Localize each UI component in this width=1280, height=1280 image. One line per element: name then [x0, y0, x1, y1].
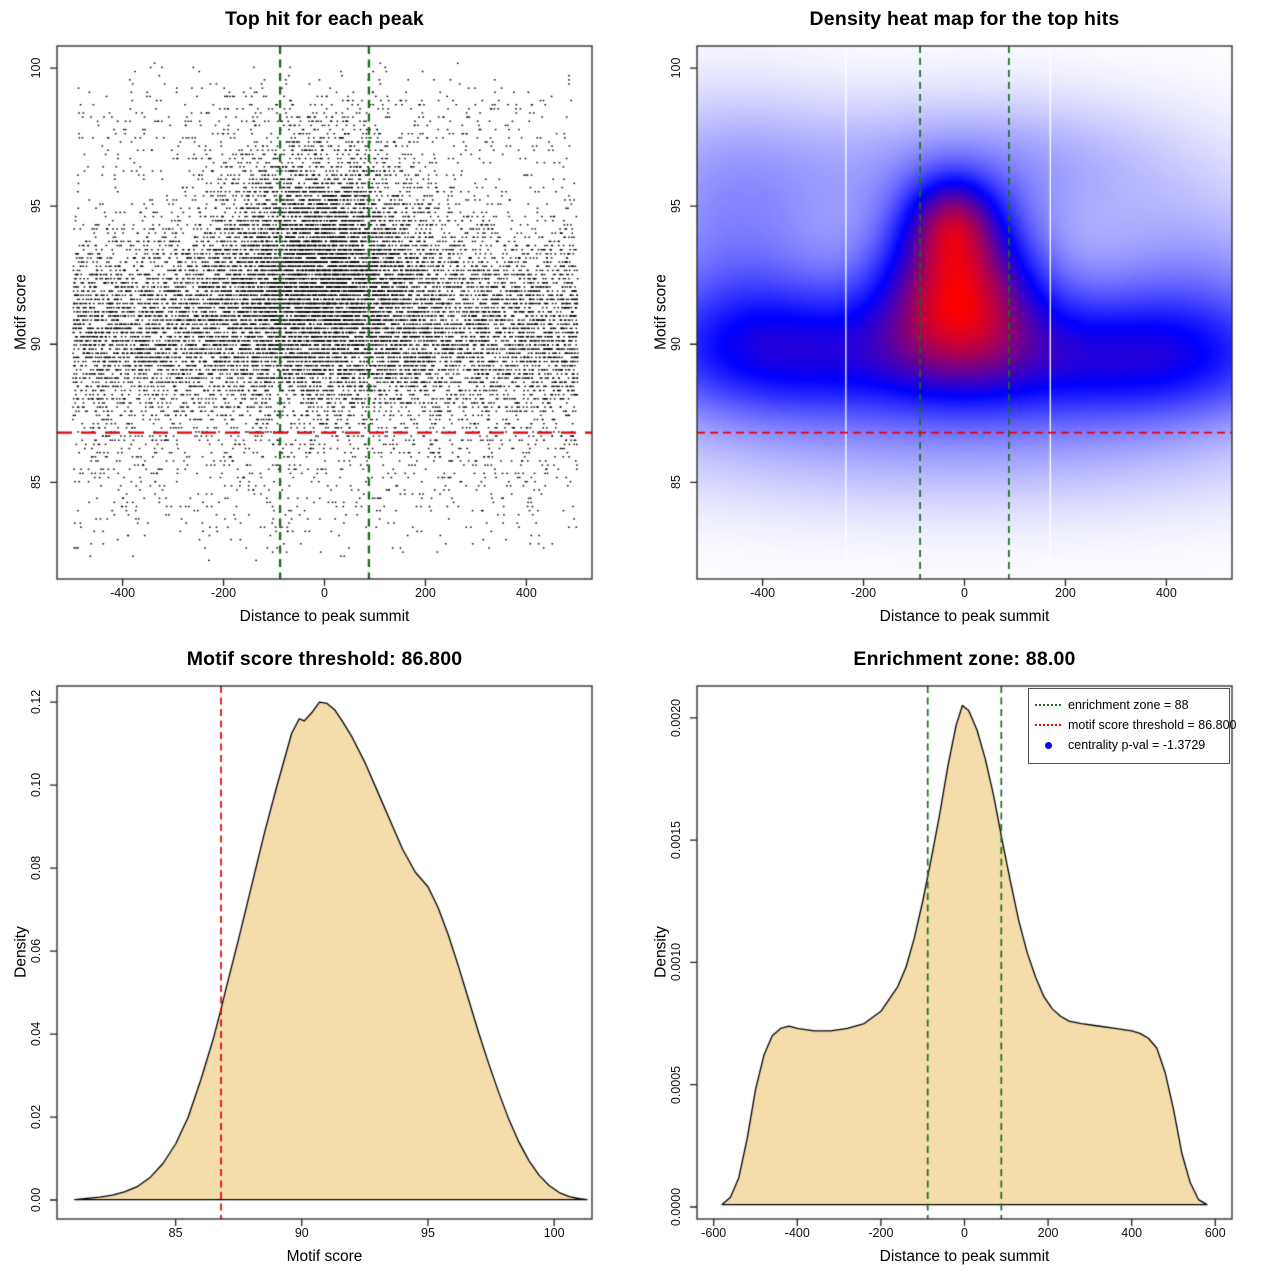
legend-label: centrality p-val = -1.3729 — [1068, 738, 1206, 752]
y-tick-label: 0.10 — [29, 772, 43, 798]
x-tick-label: 200 — [415, 586, 436, 600]
x-tick-label: 100 — [543, 1226, 565, 1240]
chart-title: Enrichment zone: 88.00 — [853, 648, 1076, 670]
y-tick-label: 90 — [669, 337, 683, 352]
y-tick-label: 0.12 — [29, 690, 43, 715]
legend-label: motif score threshold = 86.800 — [1068, 718, 1237, 732]
panel-density-heatmap: Density heat map for the top hits Distan… — [640, 0, 1280, 640]
y-tick-label: 0.0000 — [669, 1187, 683, 1227]
x-tick-label: 600 — [1204, 1226, 1226, 1240]
x-tick-label: 90 — [294, 1226, 309, 1240]
centrality-dot-swatch — [1035, 741, 1061, 749]
x-tick-label: -200 — [211, 586, 237, 600]
x-axis-label: Distance to peak summit — [239, 608, 410, 625]
y-tick-label: 0.06 — [29, 938, 43, 964]
heatmap-canvas — [640, 0, 1280, 640]
x-tick-label: -200 — [851, 586, 877, 600]
legend-box: enrichment zone = 88 motif score thresho… — [1028, 688, 1237, 764]
x-tick-label: 0 — [961, 1226, 968, 1240]
y-axis-label: Motif score — [12, 274, 30, 350]
x-axis-label: Distance to peak summit — [879, 608, 1050, 625]
y-tick-label: 90 — [29, 337, 43, 352]
x-tick-label: 85 — [168, 1226, 183, 1240]
chart-title: Top hit for each peak — [225, 8, 424, 30]
threshold-line-swatch — [1035, 724, 1061, 726]
y-tick-label: 95 — [29, 199, 43, 214]
x-axis-label: Distance to peak summit — [879, 1248, 1050, 1265]
legend-item: centrality p-val = -1.3729 — [1035, 735, 1223, 755]
y-axis-label: Motif score — [652, 274, 670, 350]
panel-score-density: Motif score threshold: 86.800 Motif scor… — [0, 640, 640, 1280]
y-tick-label: 100 — [29, 57, 43, 79]
x-tick-label: 0 — [961, 586, 968, 600]
legend-item: enrichment zone = 88 — [1035, 695, 1223, 715]
y-tick-label: 95 — [669, 199, 683, 214]
chart-title: Density heat map for the top hits — [809, 8, 1120, 30]
x-tick-label: -600 — [701, 1226, 727, 1240]
x-tick-label: 400 — [1155, 586, 1177, 600]
x-tick-label: 200 — [1037, 1226, 1059, 1240]
legend-label: enrichment zone = 88 — [1068, 698, 1189, 712]
y-tick-label: 85 — [29, 475, 43, 490]
chart-title: Motif score threshold: 86.800 — [186, 648, 463, 670]
y-tick-label: 0.08 — [29, 855, 43, 881]
y-tick-label: 0.0020 — [669, 698, 683, 737]
x-tick-label: -200 — [868, 1226, 894, 1240]
y-axis-label: Density — [652, 926, 670, 978]
y-axis-label: Density — [12, 926, 30, 978]
score-density-canvas — [0, 640, 640, 1280]
x-tick-label: 400 — [515, 586, 537, 600]
x-tick-label: 400 — [1121, 1226, 1143, 1240]
y-tick-label: 0.0005 — [669, 1065, 683, 1104]
y-tick-label: 100 — [669, 57, 683, 79]
y-tick-label: 0.02 — [29, 1104, 43, 1130]
legend-item: motif score threshold = 86.800 — [1035, 715, 1237, 735]
enrichment-zone-line-swatch — [1035, 704, 1061, 706]
y-tick-label: 0.0015 — [669, 820, 683, 860]
x-tick-label: 200 — [1055, 586, 1076, 600]
panel-top-hit-scatter: Top hit for each peak Distance to peak s… — [0, 0, 640, 640]
x-tick-label: 95 — [421, 1226, 435, 1240]
x-tick-label: -400 — [110, 586, 136, 600]
y-tick-label: 85 — [669, 475, 683, 490]
scatter-canvas — [0, 0, 640, 640]
y-tick-label: 0.0010 — [669, 943, 683, 982]
x-axis-label: Motif score — [286, 1248, 363, 1265]
x-tick-label: -400 — [784, 1226, 810, 1240]
y-tick-label: 0.04 — [29, 1021, 43, 1047]
y-tick-label: 0.00 — [29, 1187, 43, 1213]
panel-distance-density: Enrichment zone: 88.00 Distance to peak … — [640, 640, 1280, 1280]
x-tick-label: 0 — [321, 586, 328, 600]
x-tick-label: -400 — [750, 586, 776, 600]
